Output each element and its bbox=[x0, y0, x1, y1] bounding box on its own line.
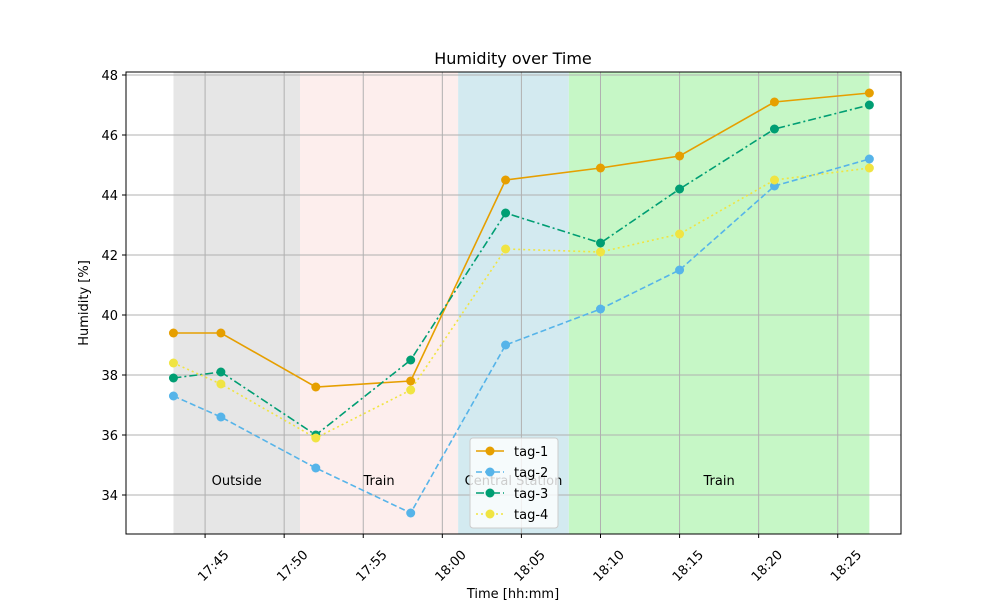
data-point-tag-2 bbox=[595, 304, 605, 314]
data-point-tag-3 bbox=[595, 238, 605, 248]
data-point-tag-1 bbox=[406, 376, 416, 386]
data-point-tag-3 bbox=[216, 367, 226, 377]
x-axis-label: Time [hh:mm] bbox=[466, 587, 559, 600]
legend-box bbox=[469, 437, 559, 529]
x-tick-label: 18:00 bbox=[433, 548, 470, 585]
x-tick-label: 18:15 bbox=[670, 548, 707, 585]
y-tick-label: 36 bbox=[101, 429, 118, 444]
y-axis-label: Humidity [%] bbox=[77, 260, 92, 346]
data-point-tag-2 bbox=[216, 412, 226, 422]
region-label-1: Train bbox=[362, 474, 394, 489]
legend: tag-1 tag-2 tag-3 tag-4 bbox=[469, 437, 559, 529]
data-point-tag-2 bbox=[675, 265, 685, 275]
series-line-tag-2 bbox=[173, 158, 870, 515]
data-point-tag-2 bbox=[501, 340, 511, 350]
legend-label-tag-3: tag-3 bbox=[514, 487, 548, 502]
legend-label-tag-1: tag-1 bbox=[514, 445, 548, 460]
y-tick-label: 44 bbox=[101, 189, 118, 204]
data-point-tag-1 bbox=[311, 382, 321, 392]
x-tick-label: 18:25 bbox=[828, 548, 865, 585]
data-point-tag-4 bbox=[864, 163, 874, 173]
data-point-tag-1 bbox=[769, 97, 779, 107]
data-point-tag-4 bbox=[168, 358, 178, 368]
y-tick-label: 38 bbox=[101, 369, 118, 384]
data-point-tag-4 bbox=[769, 175, 779, 185]
series-line-tag-3 bbox=[173, 104, 870, 436]
x-tick-label: 17:50 bbox=[274, 548, 311, 585]
legend-label-tag-2: tag-2 bbox=[514, 466, 548, 481]
data-point-tag-3 bbox=[675, 184, 685, 194]
data-point-tag-2 bbox=[864, 154, 874, 164]
data-point-tag-4 bbox=[501, 244, 511, 254]
data-point-tag-3 bbox=[406, 355, 416, 365]
data-point-tag-1 bbox=[864, 88, 874, 98]
region-label-3: Train bbox=[703, 474, 735, 489]
region-bands bbox=[173, 72, 870, 534]
series-line-tag-4 bbox=[173, 167, 870, 439]
y-tick-label: 40 bbox=[101, 309, 118, 324]
y-tick-label: 42 bbox=[101, 249, 118, 264]
data-point-tag-2 bbox=[168, 391, 178, 401]
data-point-tag-1 bbox=[216, 328, 226, 338]
x-tick-label: 17:55 bbox=[353, 548, 390, 585]
data-point-tag-4 bbox=[311, 433, 321, 443]
legend-marker-tag-4 bbox=[485, 509, 495, 519]
y-tick-label: 46 bbox=[101, 129, 118, 144]
data-point-tag-1 bbox=[675, 151, 685, 161]
data-point-tag-3 bbox=[501, 208, 511, 218]
legend-marker-tag-3 bbox=[485, 488, 495, 498]
data-point-tag-4 bbox=[406, 385, 416, 395]
plot-frame bbox=[125, 71, 902, 535]
y-tick-label: 48 bbox=[101, 69, 118, 84]
chart-title: Humidity over Time bbox=[434, 49, 592, 68]
data-point-tag-2 bbox=[311, 463, 321, 473]
data-point-tag-4 bbox=[675, 229, 685, 239]
legend-marker-tag-1 bbox=[485, 446, 495, 456]
data-point-tag-3 bbox=[864, 100, 874, 110]
y-tick-label: 34 bbox=[101, 489, 118, 504]
data-point-tag-3 bbox=[769, 124, 779, 134]
legend-label-tag-4: tag-4 bbox=[514, 508, 548, 523]
region-band-1 bbox=[299, 72, 459, 534]
grid-lines bbox=[126, 72, 901, 534]
data-point-tag-1 bbox=[595, 163, 605, 173]
data-point-tag-3 bbox=[168, 373, 178, 383]
x-tick-label: 18:05 bbox=[512, 548, 549, 585]
data-point-tag-4 bbox=[595, 247, 605, 257]
data-point-tag-1 bbox=[168, 328, 178, 338]
x-tick-label: 18:10 bbox=[591, 548, 628, 585]
x-tick-label: 17:45 bbox=[195, 548, 232, 585]
region-band-3 bbox=[568, 72, 870, 534]
legend-marker-tag-2 bbox=[485, 467, 495, 477]
data-point-tag-1 bbox=[501, 175, 511, 185]
data-point-tag-2 bbox=[406, 508, 416, 518]
series-lines bbox=[168, 88, 874, 518]
data-point-tag-4 bbox=[216, 379, 226, 389]
region-band-0 bbox=[173, 72, 300, 534]
region-label-0: Outside bbox=[212, 474, 262, 489]
x-tick-label: 18:20 bbox=[749, 548, 786, 585]
